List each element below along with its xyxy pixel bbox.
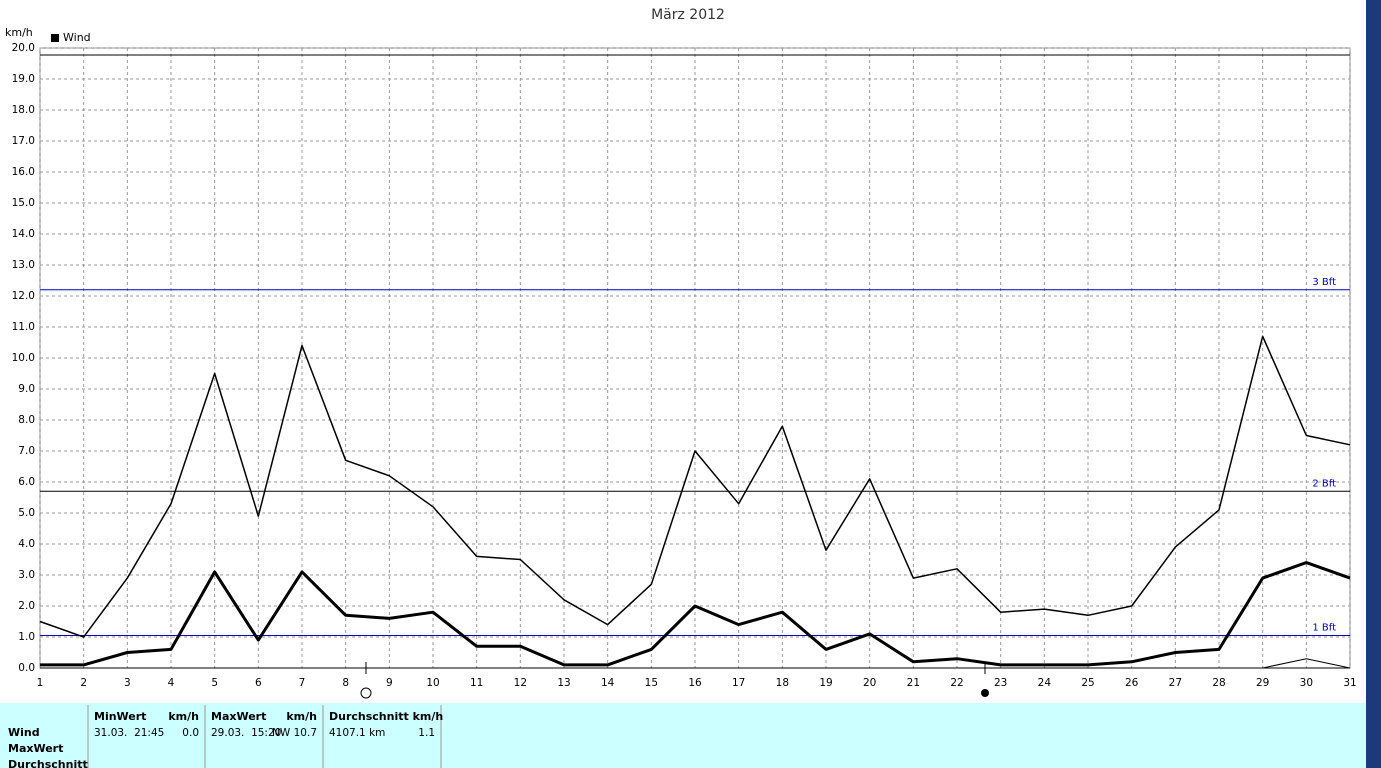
x-tick-label: 11 bbox=[470, 677, 483, 689]
stat-value: 31.03. 21:45 bbox=[94, 727, 164, 739]
x-tick-label: 2 bbox=[80, 677, 87, 689]
x-tick-label: 18 bbox=[776, 677, 789, 689]
y-tick-label: 3.0 bbox=[18, 569, 35, 581]
series-line bbox=[40, 658, 1351, 669]
y-tick-label: 6.0 bbox=[18, 476, 35, 488]
stat-value: 29.03. 15:20 bbox=[211, 727, 281, 739]
y-tick-label: 17.0 bbox=[12, 135, 35, 147]
row-label: MaxWert bbox=[8, 742, 63, 755]
y-tick-label: 1.0 bbox=[18, 631, 35, 643]
reference-label: 2 Bft bbox=[1312, 478, 1336, 489]
y-tick-label: 4.0 bbox=[18, 538, 35, 550]
column-header: MinWert bbox=[94, 710, 146, 723]
x-tick-label: 23 bbox=[994, 677, 1007, 689]
y-tick-label: 12.0 bbox=[12, 290, 35, 302]
column-header: Durchschnitt km/h bbox=[329, 710, 443, 723]
x-tick-label: 25 bbox=[1081, 677, 1094, 689]
x-tick-label: 15 bbox=[645, 677, 658, 689]
stats-panel bbox=[0, 703, 1366, 768]
legend-label: Wind bbox=[63, 31, 91, 44]
x-tick-label: 3 bbox=[124, 677, 131, 689]
y-tick-label: 11.0 bbox=[12, 321, 35, 333]
x-tick-label: 5 bbox=[211, 677, 218, 689]
stat-value: 1.1 bbox=[418, 727, 435, 739]
y-tick-label: 18.0 bbox=[12, 104, 35, 116]
plot: 0.01.02.03.04.05.06.07.08.09.010.011.012… bbox=[12, 42, 1357, 689]
y-tick-label: 0.0 bbox=[18, 662, 35, 674]
x-tick-label: 10 bbox=[426, 677, 439, 689]
column-header: km/h bbox=[286, 710, 317, 723]
x-tick-label: 31 bbox=[1343, 677, 1356, 689]
x-tick-label: 28 bbox=[1212, 677, 1225, 689]
reference-label: 1 Bft bbox=[1312, 622, 1336, 633]
x-tick-label: 30 bbox=[1300, 677, 1313, 689]
series-line bbox=[39, 335, 1351, 638]
y-tick-label: 20.0 bbox=[12, 42, 35, 54]
y-tick-label: 19.0 bbox=[12, 73, 35, 85]
column-header: MaxWert bbox=[211, 710, 266, 723]
x-tick-label: 4 bbox=[168, 677, 175, 689]
y-tick-label: 9.0 bbox=[18, 383, 35, 395]
row-label: Durchschnitt bbox=[8, 758, 88, 768]
x-tick-label: 13 bbox=[557, 677, 570, 689]
stat-value: NW 10.7 bbox=[272, 727, 317, 739]
x-tick-label: 19 bbox=[819, 677, 832, 689]
row-label: Wind bbox=[8, 726, 40, 739]
full-moon bbox=[360, 687, 372, 699]
y-unit: km/h bbox=[5, 26, 33, 39]
x-tick-label: 1 bbox=[37, 677, 44, 689]
x-tick-label: 20 bbox=[863, 677, 876, 689]
side-bar bbox=[1366, 0, 1381, 768]
x-tick-label: 14 bbox=[601, 677, 615, 689]
chart-title: März 2012 bbox=[651, 7, 725, 23]
x-tick-label: 8 bbox=[342, 677, 349, 689]
x-tick-label: 9 bbox=[386, 677, 393, 689]
stat-value: 0.0 bbox=[182, 727, 199, 739]
x-tick-label: 27 bbox=[1169, 677, 1182, 689]
new-moon bbox=[981, 689, 989, 697]
x-tick-label: 7 bbox=[299, 677, 306, 689]
legend-swatch bbox=[51, 34, 59, 42]
y-tick-label: 2.0 bbox=[18, 600, 35, 612]
x-tick-label: 22 bbox=[950, 677, 963, 689]
column-header: km/h bbox=[168, 710, 199, 723]
x-tick-label: 17 bbox=[732, 677, 745, 689]
stat-value: 4107.1 km bbox=[329, 727, 385, 739]
x-tick-label: 6 bbox=[255, 677, 262, 689]
y-tick-label: 5.0 bbox=[18, 507, 35, 519]
stats-table: Wind MaxWert Durchschnitt MinWert km/h 31.03.… bbox=[8, 705, 443, 768]
y-tick-label: 13.0 bbox=[12, 259, 35, 271]
reference-label: 3 Bft bbox=[1312, 277, 1336, 288]
y-tick-label: 14.0 bbox=[12, 228, 35, 240]
x-tick-label: 26 bbox=[1125, 677, 1139, 689]
y-tick-label: 7.0 bbox=[18, 445, 35, 457]
y-tick-label: 8.0 bbox=[18, 414, 35, 426]
x-tick-label: 21 bbox=[907, 677, 920, 689]
x-tick-label: 24 bbox=[1038, 677, 1052, 689]
x-tick-label: 12 bbox=[514, 677, 527, 689]
x-tick-label: 29 bbox=[1256, 677, 1269, 689]
x-tick-label: 16 bbox=[688, 677, 702, 689]
y-tick-label: 16.0 bbox=[12, 166, 35, 178]
y-tick-label: 10.0 bbox=[12, 352, 35, 364]
y-tick-label: 15.0 bbox=[12, 197, 35, 209]
series-line bbox=[40, 561, 1351, 667]
